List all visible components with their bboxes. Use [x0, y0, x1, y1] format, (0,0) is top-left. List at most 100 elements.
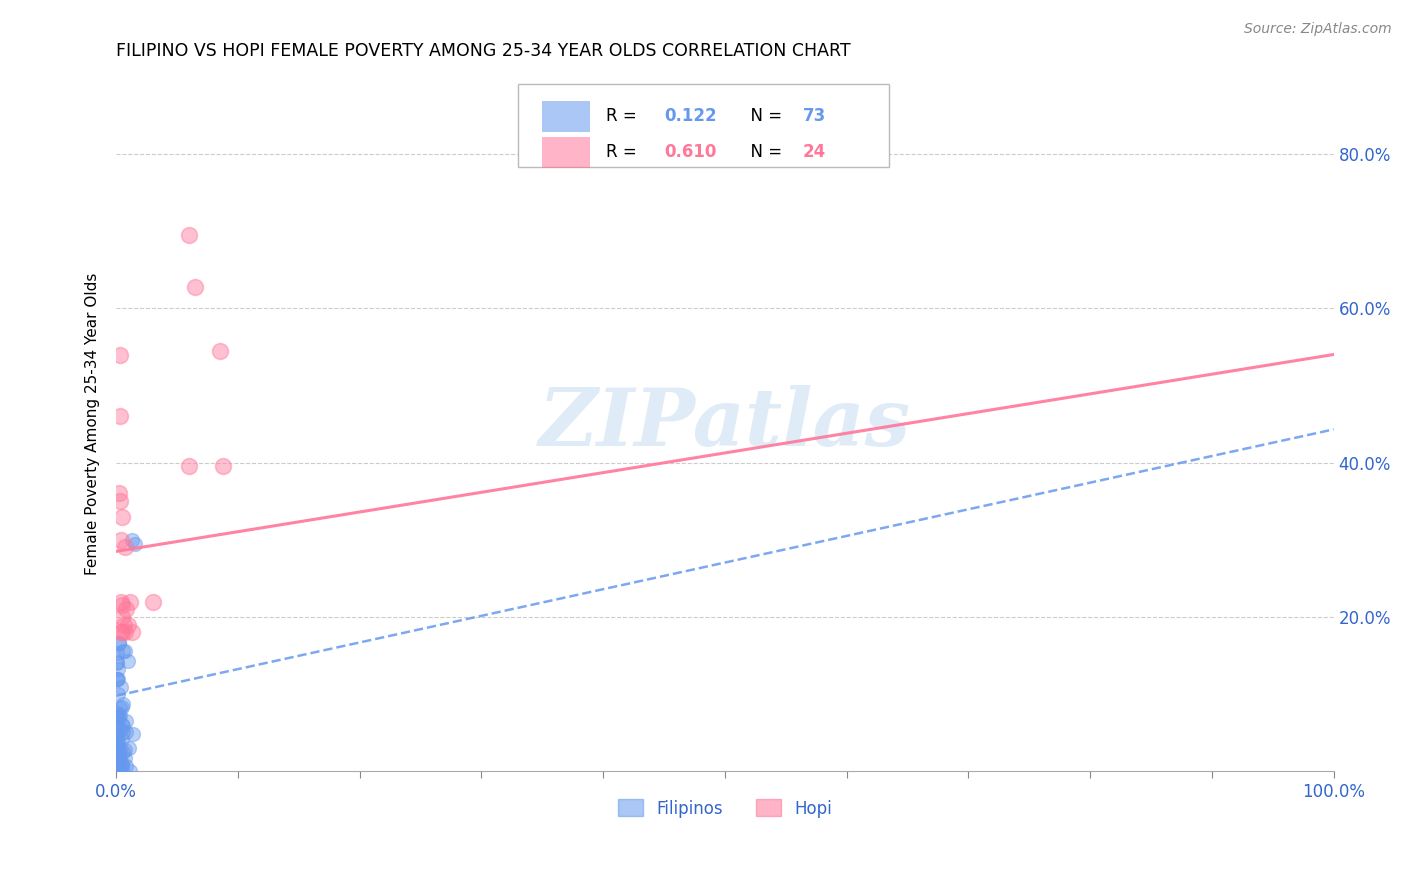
- Point: [111, 700, 134, 714]
- Point: [107, 672, 129, 686]
- Point: [110, 754, 132, 768]
- Point: [108, 409, 131, 424]
- Point: [110, 708, 132, 723]
- Text: N =: N =: [740, 143, 787, 161]
- Point: [105, 735, 128, 749]
- Point: [105, 759, 128, 773]
- Point: [105, 761, 128, 775]
- Point: [112, 617, 135, 632]
- Text: R =: R =: [606, 143, 641, 161]
- Point: [107, 732, 129, 747]
- Point: [105, 725, 128, 739]
- Legend: Filipinos, Hopi: Filipinos, Hopi: [612, 793, 839, 824]
- Point: [179, 459, 201, 474]
- Point: [105, 728, 128, 742]
- Point: [142, 594, 165, 608]
- Point: [107, 486, 129, 500]
- Point: [108, 756, 131, 771]
- Point: [114, 644, 136, 658]
- Point: [184, 279, 207, 293]
- Point: [111, 762, 134, 776]
- Point: [108, 761, 131, 775]
- Point: [110, 680, 132, 694]
- Point: [105, 745, 128, 759]
- Point: [108, 742, 131, 756]
- Point: [111, 719, 134, 733]
- Point: [108, 723, 131, 737]
- Point: [208, 343, 231, 358]
- Point: [115, 714, 138, 728]
- Point: [108, 636, 131, 650]
- Point: [105, 672, 128, 686]
- Point: [118, 741, 141, 756]
- Point: [105, 733, 128, 747]
- Point: [107, 711, 129, 725]
- Point: [114, 742, 136, 756]
- Point: [111, 599, 134, 613]
- Point: [110, 533, 132, 547]
- Point: [108, 710, 131, 724]
- Point: [105, 710, 128, 724]
- Text: 24: 24: [803, 143, 827, 161]
- Point: [107, 655, 129, 669]
- FancyBboxPatch shape: [517, 84, 890, 167]
- Point: [122, 726, 145, 740]
- Point: [111, 697, 134, 711]
- Point: [108, 761, 131, 775]
- Point: [105, 756, 128, 770]
- Point: [107, 657, 129, 671]
- Point: [105, 763, 128, 777]
- Point: [117, 617, 139, 632]
- Point: [107, 756, 129, 770]
- Text: ZIPatlas: ZIPatlas: [538, 385, 911, 463]
- Text: FILIPINO VS HOPI FEMALE POVERTY AMONG 25-34 YEAR OLDS CORRELATION CHART: FILIPINO VS HOPI FEMALE POVERTY AMONG 25…: [117, 42, 851, 60]
- Point: [111, 759, 134, 773]
- Y-axis label: Female Poverty Among 25-34 Year Olds: Female Poverty Among 25-34 Year Olds: [86, 273, 100, 575]
- Point: [111, 725, 134, 739]
- Point: [108, 751, 131, 765]
- Point: [108, 753, 131, 767]
- Point: [124, 536, 146, 550]
- Point: [118, 594, 141, 608]
- Point: [108, 701, 131, 715]
- Point: [118, 764, 141, 778]
- Point: [105, 753, 128, 767]
- Point: [111, 610, 134, 624]
- Point: [114, 751, 136, 765]
- Point: [105, 728, 128, 742]
- Point: [112, 644, 135, 658]
- Point: [111, 509, 134, 524]
- FancyBboxPatch shape: [543, 102, 589, 130]
- Point: [110, 717, 132, 731]
- Text: Source: ZipAtlas.com: Source: ZipAtlas.com: [1244, 22, 1392, 37]
- Point: [115, 759, 138, 773]
- Point: [107, 756, 129, 770]
- Point: [121, 533, 143, 547]
- Point: [107, 747, 129, 761]
- Text: 0.610: 0.610: [664, 143, 717, 161]
- Point: [110, 594, 132, 608]
- Point: [115, 602, 138, 616]
- Point: [179, 227, 201, 242]
- Point: [212, 459, 235, 474]
- Point: [107, 661, 129, 675]
- Point: [114, 625, 136, 640]
- Text: R =: R =: [606, 107, 641, 125]
- Point: [121, 625, 143, 640]
- Point: [107, 646, 129, 660]
- Point: [107, 753, 129, 767]
- Point: [110, 625, 132, 640]
- Point: [105, 706, 128, 720]
- Point: [117, 654, 139, 668]
- Point: [111, 625, 134, 640]
- Point: [111, 732, 134, 747]
- Point: [108, 636, 131, 650]
- Point: [105, 672, 128, 686]
- Point: [111, 745, 134, 759]
- Point: [108, 748, 131, 763]
- Point: [111, 757, 134, 772]
- FancyBboxPatch shape: [543, 137, 589, 167]
- Text: N =: N =: [740, 107, 787, 125]
- Point: [107, 687, 129, 701]
- Point: [108, 347, 131, 361]
